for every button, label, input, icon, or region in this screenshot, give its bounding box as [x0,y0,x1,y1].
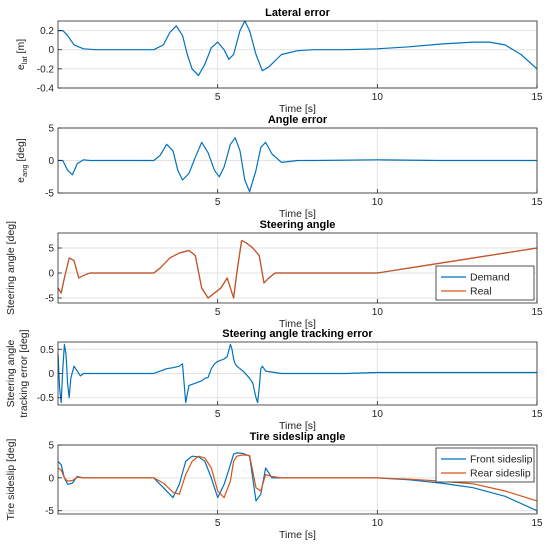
legend-entry-label: Demand [470,272,510,284]
x-tick-label: 10 [372,197,384,208]
chart-title: Angle error [268,114,328,126]
panel-1: 5 10 15 -0.4 -0.2 0 0.2 Lateral error Time [s] el… [15,7,543,115]
legend: Demand Real [435,265,535,301]
y-tick-label: 0 [48,473,54,484]
legend-box [435,447,535,483]
legend-box [435,265,535,301]
series-line-real [57,239,538,299]
y-axis-label-line-2: tracking error [deg] [18,329,30,417]
y-tick-label: 5 [48,244,54,255]
y-axis-label-unit: [m] [15,39,27,57]
x-tick-label: 5 [215,409,221,420]
y-tick-label: -5 [45,506,54,517]
series-line-1 [57,343,537,404]
x-tick-label: 5 [215,197,221,208]
y-axis-label: Steering angle [deg] [5,221,17,315]
x-tick-label: 10 [372,92,384,103]
x-tick-label: 15 [531,409,543,420]
panel-2: 5 10 15 -5 0 5 Angle error Time [s] eang [deg] [15,114,543,220]
x-tick-label: 5 [215,307,221,318]
chart-title: Steering angle [260,219,336,231]
axes-box [57,20,538,89]
y-tick-label: -0.4 [37,84,55,95]
y-axis-label: Steering angle [5,339,17,407]
y-tick-label: 0 [48,369,54,380]
y-tick-label: -0.5 [37,393,55,404]
legend-entry-label: Real [470,286,492,298]
x-tick-label: 5 [215,518,221,529]
y-tick-label: 0 [48,269,54,280]
panel-5: 5 10 15 -5 0 5 Tire sideslip angle Time [s] Tire… [5,431,543,541]
x-tick-label: 15 [531,92,543,103]
axes-box [57,444,538,515]
x-tick-label: 15 [531,518,543,529]
series-line-1 [58,20,538,77]
y-tick-label: 0.5 [40,345,54,356]
y-tick-label: 5 [48,441,54,452]
y-axis-label: eang [deg] [15,138,29,183]
panel-4: 5 10 15 -0.5 0 0.5 Steering angle tracking err… [5,328,543,432]
x-axis-label: Time [s] [279,318,316,330]
x-tick-label: 15 [531,307,543,318]
x-tick-label: 10 [372,409,384,420]
plot-area [58,21,537,88]
x-tick-label: 15 [531,197,543,208]
x-axis-label: Time [s] [279,208,316,220]
y-axis-label-subscript: ang [20,164,29,177]
y-tick-label: 5 [48,124,54,135]
chart-title: Lateral error [265,7,331,19]
panel-3: 5 10 15 -5 0 5 Steering angle Time [s] Steering … [5,219,543,330]
legend-entry-label: Rear sideslip [470,468,531,480]
y-tick-label: 0 [48,45,54,56]
y-tick-label: -0.2 [37,64,55,75]
y-tick-label: -5 [45,294,54,305]
y-tick-label: -5 [45,189,54,200]
x-axis-label: Time [s] [279,103,316,115]
y-axis-label: elat [m] [15,39,29,70]
y-axis-label-subscript: lat [20,55,29,64]
x-axis-label: Time [s] [279,420,316,432]
chart-title: Steering angle tracking error [222,328,373,340]
y-axis-label: Tire sideslip [deg] [5,438,17,520]
y-axis-label-main: e [15,177,27,183]
series-line-1 [58,137,537,193]
y-axis-label-main: e [15,64,27,70]
x-axis-label: Time [s] [279,529,316,541]
legend: Front sideslip Rear sideslip [435,447,535,483]
y-tick-label: 0 [48,156,54,167]
x-tick-label: 10 [372,307,384,318]
axes-box [57,232,538,304]
y-tick-label: 0.2 [40,26,54,37]
x-tick-label: 5 [215,92,221,103]
legend-entry-label: Front sideslip [470,454,533,466]
x-tick-label: 10 [372,518,384,529]
y-axis-label-unit: [deg] [15,138,27,164]
chart-title: Tire sideslip angle [250,431,346,443]
series-line-rear-sideslip [57,454,538,502]
